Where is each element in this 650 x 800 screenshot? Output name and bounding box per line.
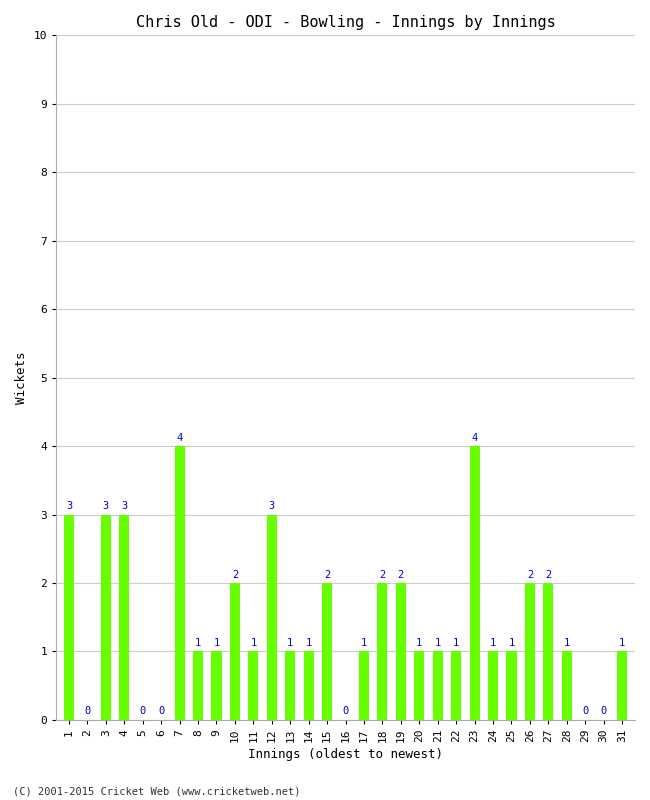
Bar — [506, 651, 517, 720]
Text: 0: 0 — [140, 706, 146, 717]
Text: 0: 0 — [601, 706, 607, 717]
Text: 1: 1 — [287, 638, 293, 648]
Bar — [175, 446, 185, 720]
Text: 2: 2 — [398, 570, 404, 579]
Bar — [451, 651, 462, 720]
Bar — [469, 446, 480, 720]
Text: 1: 1 — [619, 638, 625, 648]
Text: 1: 1 — [490, 638, 496, 648]
Bar — [617, 651, 627, 720]
Text: 3: 3 — [121, 501, 127, 511]
Bar — [543, 583, 553, 720]
Text: 3: 3 — [66, 501, 72, 511]
Bar — [101, 514, 111, 720]
Text: 1: 1 — [508, 638, 515, 648]
Text: 1: 1 — [453, 638, 460, 648]
X-axis label: Innings (oldest to newest): Innings (oldest to newest) — [248, 748, 443, 761]
Text: 2: 2 — [526, 570, 533, 579]
Text: 2: 2 — [380, 570, 385, 579]
Title: Chris Old - ODI - Bowling - Innings by Innings: Chris Old - ODI - Bowling - Innings by I… — [136, 15, 555, 30]
Text: 1: 1 — [361, 638, 367, 648]
Text: 1: 1 — [564, 638, 570, 648]
Bar — [488, 651, 498, 720]
Text: (C) 2001-2015 Cricket Web (www.cricketweb.net): (C) 2001-2015 Cricket Web (www.cricketwe… — [13, 786, 300, 796]
Bar — [193, 651, 203, 720]
Bar — [248, 651, 259, 720]
Text: 1: 1 — [435, 638, 441, 648]
Text: 1: 1 — [306, 638, 312, 648]
Text: 2: 2 — [232, 570, 238, 579]
Bar — [396, 583, 406, 720]
Bar — [304, 651, 314, 720]
Bar — [378, 583, 387, 720]
Text: 0: 0 — [158, 706, 164, 717]
Bar — [414, 651, 424, 720]
Bar — [230, 583, 240, 720]
Text: 0: 0 — [582, 706, 588, 717]
Bar — [322, 583, 332, 720]
Text: 3: 3 — [268, 501, 275, 511]
Bar — [119, 514, 129, 720]
Text: 0: 0 — [343, 706, 348, 717]
Text: 1: 1 — [250, 638, 257, 648]
Text: 3: 3 — [103, 501, 109, 511]
Bar — [359, 651, 369, 720]
Bar — [285, 651, 295, 720]
Bar — [562, 651, 572, 720]
Y-axis label: Wickets: Wickets — [15, 351, 28, 404]
Bar — [266, 514, 277, 720]
Text: 1: 1 — [195, 638, 201, 648]
Bar — [64, 514, 74, 720]
Bar — [433, 651, 443, 720]
Text: 2: 2 — [324, 570, 330, 579]
Bar — [525, 583, 535, 720]
Text: 4: 4 — [177, 433, 183, 442]
Text: 1: 1 — [213, 638, 220, 648]
Text: 2: 2 — [545, 570, 551, 579]
Bar — [211, 651, 222, 720]
Text: 1: 1 — [416, 638, 422, 648]
Text: 4: 4 — [471, 433, 478, 442]
Text: 0: 0 — [84, 706, 90, 717]
